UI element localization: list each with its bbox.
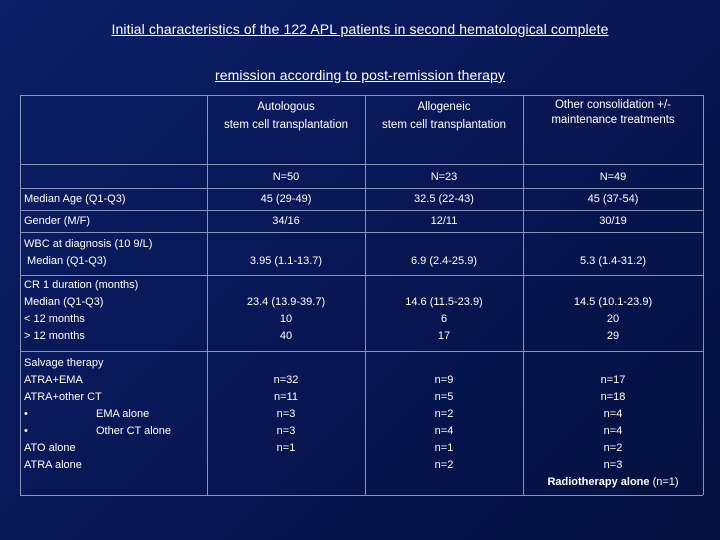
wbc-autologous: 3.95 (1.1-13.7) [249, 255, 323, 267]
header-allogeneic: Allogeneic stem cell transplantation [381, 101, 506, 131]
cr1-other: 14.5 (10.1-23.9) 20 29 [573, 296, 653, 342]
n-allogeneic: N=23 [430, 171, 458, 183]
title-line-1: Initial characteristics of the 122 APL p… [111, 21, 609, 37]
characteristics-table: Autologous stem cell transplantation All… [20, 95, 704, 496]
age-other: 45 (37-54) [587, 193, 639, 205]
salvage-bullet-other-ct: • Other CT alone [24, 423, 204, 440]
row-label-age: Median Age (Q1-Q3) [24, 193, 126, 205]
header-other-consolidation: Other consolidation +/- maintenance trea… [551, 99, 675, 126]
row-label-cr1: CR 1 duration (months) Median (Q1-Q3) < … [24, 279, 139, 342]
cr1-allogeneic: 14.6 (11.5-23.9) 6 17 [405, 296, 483, 342]
bullet-icon: • [24, 408, 28, 420]
row-label-salvage: Salvage therapy ATRA+EMA ATRA+other CT •… [24, 355, 204, 474]
radiotherapy-note: Radiotherapy alone (n=1) [547, 476, 679, 488]
gender-other: 30/19 [599, 215, 627, 227]
n-other: N=49 [599, 171, 627, 183]
row-label-gender: Gender (M/F) [24, 215, 91, 227]
header-autologous: Autologous stem cell transplantation [223, 101, 348, 131]
wbc-allogeneic: 6.9 (2.4-25.9) [410, 255, 478, 267]
gender-autologous: 34/16 [272, 215, 300, 227]
salvage-allogeneic: n=9 n=5 n=2 n=4 n=1 n=2 [434, 374, 454, 471]
age-allogeneic: 32.5 (22-43) [414, 193, 474, 205]
age-autologous: 45 (29-49) [260, 193, 312, 205]
wbc-other: 5.3 (1.4-31.2) [579, 255, 647, 267]
bullet-icon: • [24, 425, 28, 437]
salvage-other: n=17 n=18 n=4 n=4 n=2 n=3 Radiotherapy a… [523, 372, 703, 491]
title-line-2: remission according to post-remission th… [214, 67, 506, 83]
n-autologous: N=50 [272, 171, 300, 183]
cr1-autologous: 23.4 (13.9-39.7) 10 40 [246, 296, 326, 342]
salvage-bullet-ema: • EMA alone [24, 406, 204, 423]
salvage-autologous: n=32 n=11 n=3 n=3 n=1 [273, 374, 299, 454]
gender-allogeneic: 12/11 [430, 215, 458, 227]
row-label-wbc: WBC at diagnosis (10 9/L) Median (Q1-Q3) [24, 238, 153, 267]
